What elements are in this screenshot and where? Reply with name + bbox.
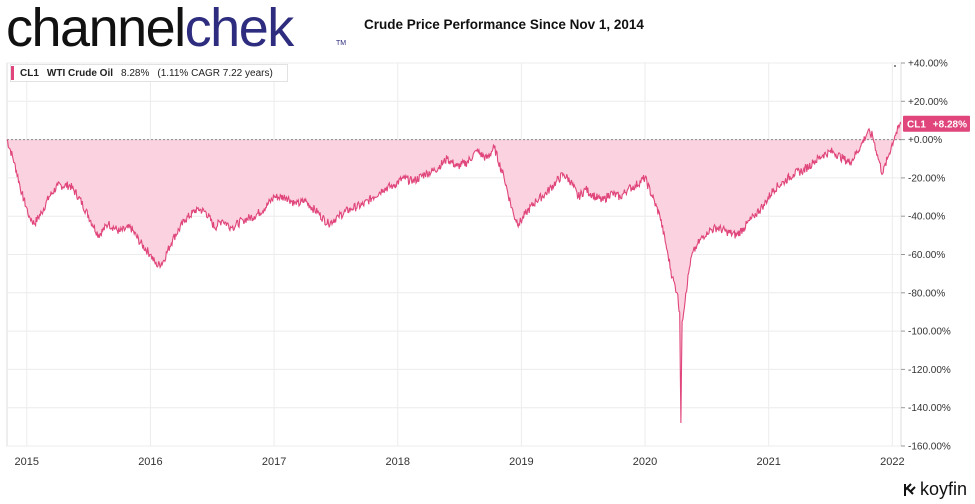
- x-tick-label: 2015: [15, 456, 39, 468]
- y-tick-label: -120.00%: [908, 365, 951, 376]
- x-tick-label: 2020: [633, 456, 657, 468]
- koyfin-brand-name: koyfin: [919, 479, 967, 499]
- koyfin-logo-icon: [903, 482, 916, 496]
- y-tick-label: +0.00%: [908, 135, 942, 146]
- x-tick-label: 2021: [756, 456, 780, 468]
- logo-trademark: TM: [336, 40, 347, 47]
- chart-legend[interactable]: CL1 WTI Crude Oil 8.28% (1.11% CAGR 7.22…: [10, 64, 288, 82]
- y-tick-label: -60.00%: [908, 250, 945, 261]
- logo-text-chek: chek: [184, 0, 295, 58]
- y-tick-label: +20.00%: [908, 97, 948, 108]
- series-area: [7, 122, 901, 423]
- channelchek-logo[interactable]: channelchek TM: [6, 0, 346, 58]
- x-tick-label: 2018: [385, 456, 409, 468]
- last-value-badge: [903, 115, 970, 132]
- koyfin-brand[interactable]: koyfin: [903, 479, 967, 500]
- x-tick-label: 2016: [138, 456, 162, 468]
- y-tick-label: -100.00%: [908, 327, 951, 338]
- y-tick-label: -80.00%: [908, 288, 945, 299]
- series-line: [6, 121, 902, 424]
- logo-text-channel: channel: [6, 0, 186, 58]
- x-tick-label: 2019: [509, 456, 533, 468]
- y-tick-label: -160.00%: [908, 442, 951, 453]
- y-tick-label: +40.00%: [908, 59, 948, 70]
- legend-value: 8.28%: [121, 67, 150, 79]
- legend-ticker: CL1: [20, 67, 39, 79]
- x-tick-label: 2017: [262, 456, 286, 468]
- x-tick-label: 2022: [880, 456, 904, 468]
- chart-title: Crude Price Performance Since Nov 1, 201…: [364, 17, 644, 32]
- corner-marker: [894, 65, 896, 67]
- legend-color-swatch: [11, 66, 14, 80]
- last-value-badge-value: +8.28%: [933, 120, 967, 131]
- y-tick-label: -40.00%: [908, 212, 945, 223]
- y-tick-label: -20.00%: [908, 173, 945, 184]
- last-value-badge-ticker: CL1: [907, 120, 926, 131]
- legend-series-name: WTI Crude Oil: [46, 67, 114, 79]
- y-tick-label: -140.00%: [908, 403, 951, 414]
- legend-detail: (1.11% CAGR 7.22 years): [157, 67, 273, 79]
